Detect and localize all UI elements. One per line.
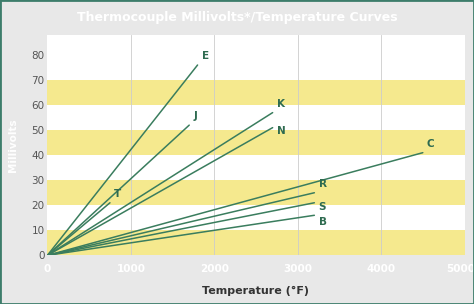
Bar <box>47 130 465 155</box>
Text: K: K <box>277 99 285 109</box>
Text: 2000: 2000 <box>200 264 229 274</box>
Text: 0: 0 <box>44 264 51 274</box>
Bar <box>47 205 465 230</box>
Text: R: R <box>319 179 327 189</box>
Text: C: C <box>427 139 435 149</box>
Text: J: J <box>193 111 197 121</box>
Bar <box>47 180 465 205</box>
Text: 50000: 50000 <box>447 264 474 274</box>
Text: 1000: 1000 <box>116 264 146 274</box>
Text: 3000: 3000 <box>283 264 312 274</box>
Text: Millivolts: Millivolts <box>8 118 18 172</box>
Bar <box>47 155 465 180</box>
Text: E: E <box>202 51 209 61</box>
Text: B: B <box>319 216 327 226</box>
Bar <box>47 55 465 80</box>
Text: Thermocouple Millivolts*/Temperature Curves: Thermocouple Millivolts*/Temperature Cur… <box>77 11 397 24</box>
Bar <box>47 80 465 105</box>
Bar <box>47 105 465 130</box>
Text: T: T <box>114 189 121 199</box>
Text: Temperature (°F): Temperature (°F) <box>202 286 310 296</box>
Text: S: S <box>319 202 326 212</box>
Bar <box>47 230 465 255</box>
Text: 4000: 4000 <box>366 264 396 274</box>
Text: N: N <box>277 126 285 136</box>
